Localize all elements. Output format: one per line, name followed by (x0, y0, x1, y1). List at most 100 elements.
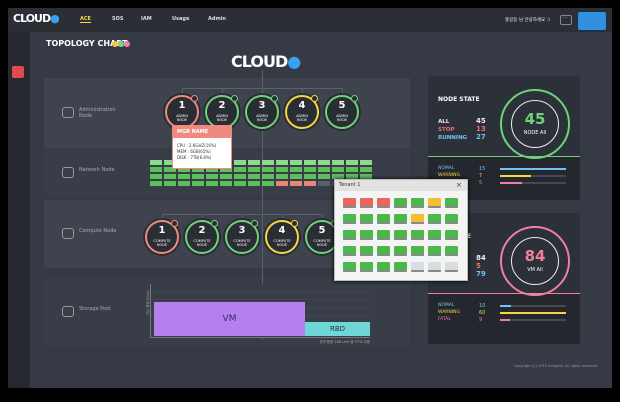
network-port (248, 174, 260, 179)
more-label: ... (563, 14, 568, 20)
network-port (248, 167, 260, 172)
legend-value: 10 (479, 303, 486, 309)
network-port (346, 167, 358, 172)
legend-label: FATAL (438, 317, 451, 322)
vm-icon (394, 262, 407, 272)
network-port (150, 167, 162, 172)
vm-icon (343, 246, 356, 256)
network-port (318, 167, 330, 172)
connector (222, 88, 223, 96)
node-badge (191, 95, 198, 102)
node-label: ADMIN NODE (256, 114, 268, 122)
node-number: 4 (278, 225, 286, 236)
network-port (234, 181, 246, 186)
network-port (290, 167, 302, 172)
node[interactable]: 2 COMPUTE NODE (185, 220, 219, 254)
page-title: TOPOLOGY CHART (46, 39, 128, 48)
node[interactable]: 1 ADMIN NODE (165, 95, 199, 129)
legend-bar (500, 182, 522, 184)
node-badge (311, 95, 318, 102)
node-badge (271, 95, 278, 102)
node-number: 2 (198, 225, 206, 236)
storage-vm: VM (154, 302, 305, 336)
network-port (206, 167, 218, 172)
legend-track (500, 305, 566, 307)
connector (282, 214, 283, 220)
row-label: Administration Node (79, 107, 116, 119)
network-port (150, 181, 162, 186)
row-icon (62, 107, 74, 118)
vm-icon (411, 246, 424, 256)
network-port (262, 181, 274, 186)
node-label: ADMIN NODE (336, 114, 348, 122)
legend-bar (500, 168, 566, 170)
state-ring-inner (511, 100, 559, 148)
network-port (262, 174, 274, 179)
state-row-value: 27 (476, 133, 486, 141)
network-port (318, 160, 330, 165)
nav-item[interactable]: Admin (208, 16, 226, 22)
node-label: COMPUTE NODE (153, 239, 171, 247)
nav-item[interactable]: SOS (112, 16, 124, 22)
connector (262, 88, 263, 96)
network-port (178, 174, 190, 179)
nav-item[interactable]: Usage (172, 16, 190, 22)
network-port (220, 181, 232, 186)
node-badge (231, 95, 238, 102)
node-label: COMPUTE NODE (273, 239, 291, 247)
nav-item[interactable]: ACE (80, 16, 91, 23)
node-label: COMPUTE NODE (193, 239, 211, 247)
network-port (276, 167, 288, 172)
vm-icon (411, 198, 424, 208)
node-number: 5 (338, 100, 346, 111)
tooltip-line: DISK : 7TB(6.8%) (177, 155, 212, 160)
connector (302, 88, 303, 96)
vm-icon (445, 246, 458, 256)
vm-icon (377, 198, 390, 208)
user-greeting: 홍길동 님 안녕하세요 :) (505, 18, 550, 23)
sidebar-active[interactable] (12, 66, 24, 78)
node-number: 4 (298, 100, 306, 111)
vm-icon (377, 262, 390, 272)
node-badge (251, 220, 258, 227)
state-total: 84 (524, 247, 546, 265)
tenant-close[interactable]: × (456, 181, 462, 189)
vm-icon (428, 246, 441, 256)
nav-item[interactable]: IAM (141, 16, 152, 22)
menu-button[interactable] (578, 12, 606, 30)
node-badge (211, 220, 218, 227)
state-row-label: RUNNING (438, 135, 468, 141)
state-ring (500, 226, 570, 296)
network-port (332, 167, 344, 172)
vm-icon (360, 230, 373, 240)
network-port (276, 174, 288, 179)
node-number: 1 (178, 100, 186, 111)
node[interactable]: 3 ADMIN NODE (245, 95, 279, 129)
vm-icon (394, 246, 407, 256)
vm-icon (343, 214, 356, 224)
vm-icon (411, 262, 424, 272)
logo[interactable]: CLOUD● (13, 12, 60, 25)
vm-icon (377, 214, 390, 224)
network-port (262, 167, 274, 172)
storage-caption: 전체 용량 168 Unit 중 57% 사용 (319, 340, 370, 344)
node-label: COMPUTE NODE (233, 239, 251, 247)
state-ring-inner (511, 237, 559, 285)
state-row-value: 79 (476, 270, 486, 278)
network-port (248, 181, 260, 186)
state-ring (500, 89, 570, 159)
row-label: Network Node (79, 167, 115, 173)
legend-value: 15 (479, 166, 486, 172)
row-icon (62, 306, 74, 317)
more-button[interactable] (560, 15, 572, 25)
network-port (206, 174, 218, 179)
vm-icon (360, 262, 373, 272)
connector (342, 88, 343, 96)
vm-icon (343, 198, 356, 208)
node-badge (291, 220, 298, 227)
network-port (262, 160, 274, 165)
vm-icon (343, 262, 356, 272)
node-badge (171, 220, 178, 227)
vm-icon (411, 214, 424, 224)
legend-bar (500, 305, 511, 307)
